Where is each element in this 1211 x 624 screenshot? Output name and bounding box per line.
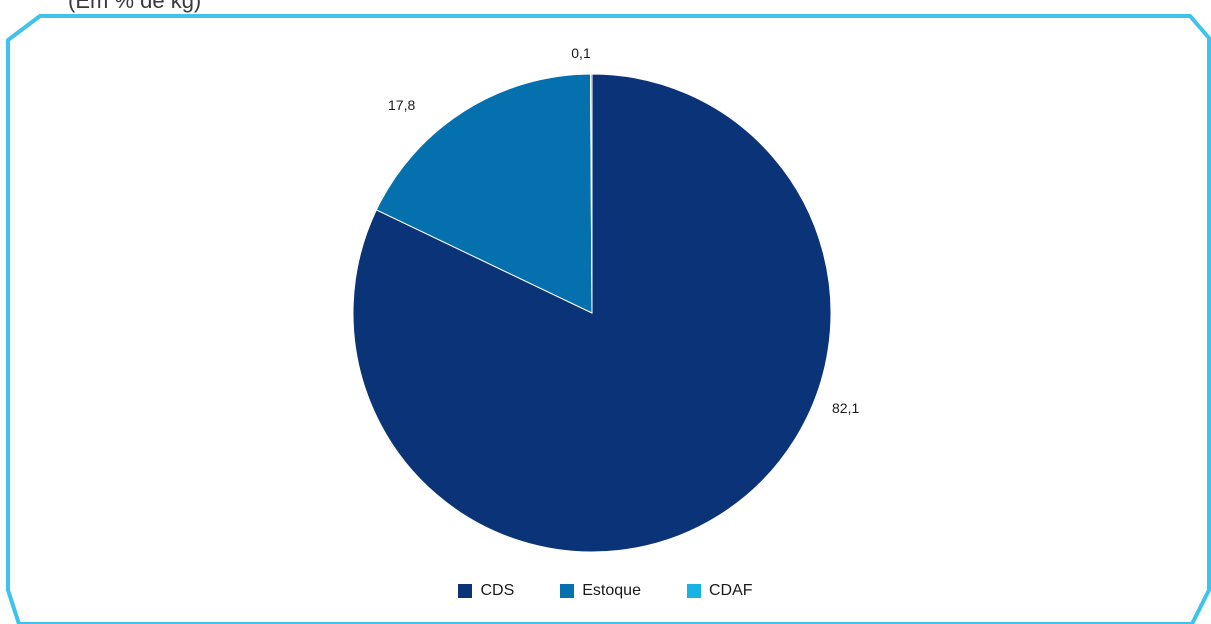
legend-label-estoque: Estoque [582,582,641,599]
legend-label-cdaf: CDAF [708,582,753,599]
legend-item-cdaf: CDAF [686,582,753,600]
legend-swatch-cdaf [686,584,701,598]
legend-item-estoque: Estoque [560,582,641,600]
legend-item-cds: CDS [458,582,514,600]
chart-subtitle: (Em % de kg) [68,0,202,13]
pie-slice-cdaf [589,73,593,314]
data-label-cds: 82,1 [832,400,859,416]
legend: CDS Estoque CDAF [0,582,1211,600]
legend-swatch-cds [458,584,473,598]
legend-label-cds: CDS [480,582,515,599]
legend-swatch-estoque [560,584,575,598]
frame-border [6,14,1211,624]
data-label-cdaf: 0,1 [571,45,591,61]
pie-slice-estoque [375,73,593,314]
data-label-estoque: 17,8 [388,97,415,113]
